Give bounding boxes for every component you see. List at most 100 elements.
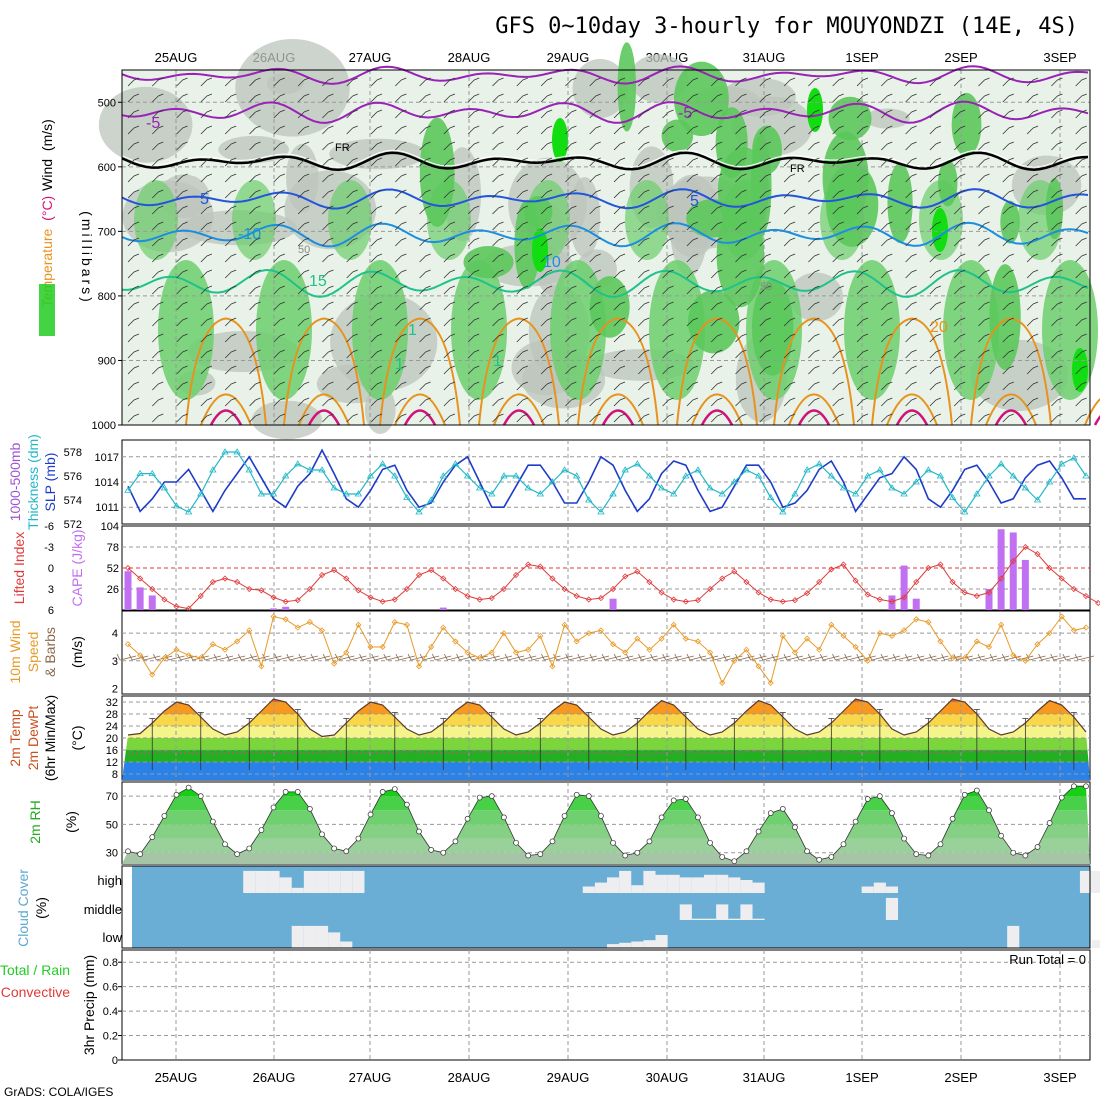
lifted-index-point [331, 567, 338, 574]
cape-bar [609, 598, 617, 610]
cape-bar [1021, 559, 1029, 610]
wind-gridlines [122, 611, 1090, 694]
wind-barb [370, 189, 383, 199]
wind-barb [273, 365, 285, 375]
wind-speed-point [913, 616, 920, 623]
wind-barb [249, 93, 261, 103]
wind-barb [297, 397, 310, 407]
thickness-point [645, 472, 654, 479]
temp-ylabel-2: 2m DewPt [25, 706, 41, 771]
wind-barb [492, 125, 504, 135]
min-max-marker [488, 712, 495, 770]
wind-barb [1051, 157, 1063, 167]
wind-barb [419, 381, 431, 391]
cloud-frame [121, 865, 1091, 949]
slp-plot [124, 448, 1090, 515]
lifted-index-point [1058, 575, 1065, 582]
wind-barb [1051, 413, 1063, 423]
rh-grey-area [266, 72, 304, 95]
contour-label: 1 [395, 356, 404, 373]
wind-barb [1026, 349, 1039, 359]
wind-barb [467, 285, 480, 295]
wind-barb [152, 221, 164, 231]
wind-barb [176, 285, 188, 295]
wind-barb [127, 381, 140, 391]
wind-barb [565, 77, 577, 87]
wind-barb [322, 237, 334, 247]
wind-tick: 2 [112, 683, 118, 695]
rh2m-point [598, 813, 604, 819]
thickness-point [997, 460, 1005, 467]
wind-barb [1075, 253, 1087, 263]
rh2m-point [986, 807, 992, 814]
wind-barb [638, 221, 650, 231]
contour-label: -10 [238, 226, 261, 243]
thickness-point [815, 460, 823, 467]
wind-barb [346, 397, 358, 407]
wind-barb [346, 333, 358, 343]
contour-label: FR [335, 142, 350, 154]
lifted-index-point [294, 597, 301, 604]
wind-barb [589, 285, 601, 295]
wind-barb [127, 397, 140, 407]
wind-barb [200, 157, 213, 167]
wind-barb [832, 381, 844, 391]
wind-barb [1051, 237, 1063, 247]
wind-barb [1002, 349, 1014, 359]
cloud-plot [243, 870, 1100, 948]
wind-barb [224, 205, 237, 215]
cape-bar [136, 587, 144, 610]
thickness-point [366, 472, 375, 479]
wind-barb [297, 189, 310, 199]
wind-barb [735, 173, 747, 183]
wind-barb [856, 157, 869, 167]
wind-label: Wind [39, 159, 55, 191]
rh2m-point [864, 796, 871, 802]
cloud-low-bar [643, 940, 656, 948]
wind-barb [881, 221, 893, 231]
lifted-index-point [573, 592, 580, 600]
surface-wind-barb [371, 653, 391, 661]
thickness-point [876, 466, 884, 473]
wind-barb [443, 221, 456, 231]
wind-barb [152, 285, 164, 295]
wind-barb [710, 397, 723, 407]
wind-barb [322, 381, 334, 391]
wind-barb [783, 317, 796, 327]
wind-barb [273, 349, 285, 359]
wind-barb [443, 285, 456, 295]
wind-barb [929, 397, 942, 407]
lifted-index-point [985, 589, 993, 596]
wind-barb [638, 77, 650, 87]
wind-barb [322, 109, 334, 119]
wind-barb [1026, 125, 1039, 135]
surface-wind-barb [298, 653, 318, 661]
wind-barb [322, 285, 334, 295]
wind-barb [929, 157, 942, 167]
wind-barb [516, 173, 528, 183]
wind-barb [1075, 109, 1087, 119]
wind-barb [905, 141, 917, 151]
wind-barb [152, 189, 164, 199]
wind-barb [370, 109, 383, 119]
wind-barb [395, 301, 407, 311]
lifted-index-point [488, 595, 495, 602]
surface-wind-barb [334, 653, 355, 661]
wind-speed-point [925, 619, 932, 626]
rh2m-ylabel-1: 2m RH [27, 800, 43, 844]
wind-barb [589, 157, 601, 167]
wind-barb [613, 301, 626, 311]
wind-barb [686, 237, 699, 247]
wind-barb [856, 253, 869, 263]
wind-barb [1026, 333, 1039, 343]
cloud-low-bar [631, 941, 644, 948]
rh-green-area [661, 119, 694, 153]
wind-barb [492, 381, 504, 391]
wind-barb [346, 125, 358, 135]
rh-bright-area [807, 88, 823, 132]
thickness-point [1033, 496, 1042, 503]
contour-25 [886, 393, 938, 426]
wind-barb [370, 221, 383, 231]
wind-barb [1026, 285, 1039, 295]
rh2m-point [610, 839, 616, 846]
